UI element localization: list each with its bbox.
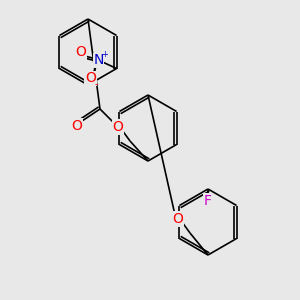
Text: O: O [112,120,123,134]
Text: +: + [101,50,108,59]
Text: O: O [72,119,83,133]
Text: N: N [93,53,104,68]
Text: O: O [85,71,96,85]
Text: F: F [204,194,212,208]
Text: -: - [95,80,98,89]
Text: O: O [75,46,86,59]
Text: O: O [172,212,183,226]
